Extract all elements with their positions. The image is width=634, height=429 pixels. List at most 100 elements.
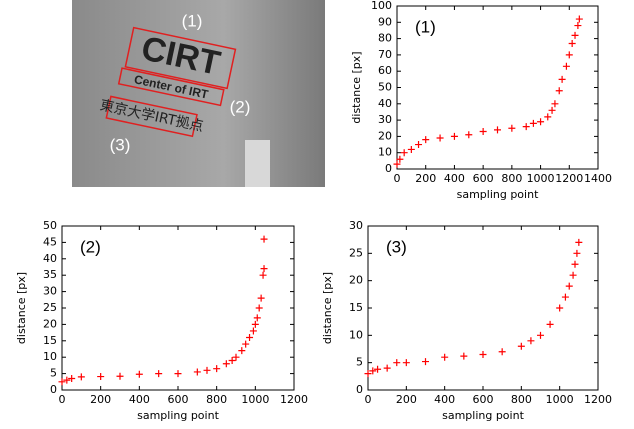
y-tick-label: 10 [349, 328, 363, 341]
photo: CIRT Center of IRT 東京大学IRT拠点 (1) (2) (3) [72, 0, 325, 187]
point [259, 271, 267, 279]
point [242, 340, 250, 348]
point [238, 347, 246, 355]
point [249, 327, 257, 335]
point [575, 238, 583, 246]
box-3 [105, 95, 198, 138]
point [228, 356, 236, 364]
point [573, 249, 581, 257]
point [116, 372, 124, 380]
y-tick-label: 50 [43, 219, 57, 232]
point [260, 235, 268, 243]
point [63, 376, 71, 384]
point [407, 145, 415, 153]
y-tick-label: 60 [378, 64, 392, 77]
point [253, 314, 261, 322]
point [571, 31, 579, 39]
y-tick-label: 0 [50, 383, 57, 396]
y-tick-label: 0 [385, 162, 392, 175]
point [575, 15, 583, 23]
point [393, 160, 401, 168]
photo-label: (3) [110, 135, 131, 154]
point [441, 353, 449, 361]
point [574, 22, 582, 30]
point [213, 365, 221, 373]
y-tick-label: 5 [356, 356, 363, 369]
annotation: (1) [415, 17, 436, 36]
point [537, 331, 544, 339]
point [364, 370, 372, 378]
point [97, 373, 105, 381]
x-tick-label: 400 [444, 172, 465, 185]
point [400, 149, 408, 157]
x-axis-label: sampling point [457, 188, 539, 201]
annotation: (2) [80, 237, 101, 256]
point [393, 359, 401, 367]
x-tick-label: 1000 [241, 393, 269, 406]
point [537, 118, 545, 126]
y-tick-label: 70 [378, 48, 392, 61]
y-tick-label: 45 [43, 235, 57, 248]
point [232, 353, 240, 361]
point [396, 155, 404, 163]
photo-background [72, 0, 325, 187]
point [517, 342, 525, 350]
y-tick-label: 20 [378, 129, 392, 142]
x-tick-label: 1400 [584, 172, 612, 185]
point [255, 304, 263, 312]
y-tick-label: 10 [43, 350, 57, 363]
point [544, 113, 552, 121]
point [571, 260, 579, 268]
y-tick-label: 25 [349, 246, 363, 259]
point [460, 352, 468, 360]
point [58, 378, 66, 386]
point [174, 370, 182, 378]
y-tick-label: 25 [43, 301, 57, 314]
y-tick-label: 5 [50, 367, 57, 380]
x-tick-label: 400 [434, 393, 455, 406]
point [562, 62, 570, 70]
x-tick-label: 0 [59, 393, 66, 406]
y-tick-label: 30 [349, 219, 363, 232]
point [568, 39, 576, 47]
point [569, 271, 577, 279]
x-tick-label: 0 [394, 172, 401, 185]
point [529, 119, 537, 127]
point [565, 282, 573, 290]
x-tick-label: 800 [206, 393, 227, 406]
x-tick-label: 1200 [584, 393, 612, 406]
chart: 0 200 400 600 800 1000 1200 1400010203040506070… [350, 0, 612, 201]
photo-label: (1) [182, 11, 203, 30]
box-1 [124, 26, 237, 90]
door-frame [245, 140, 270, 187]
x-tick-label: 1200 [555, 172, 583, 185]
point [548, 106, 556, 114]
point [498, 348, 506, 356]
point [436, 134, 444, 142]
y-tick-label: 15 [43, 334, 57, 347]
point [415, 141, 423, 149]
point [555, 87, 563, 95]
x-tick-label: 800 [501, 172, 522, 185]
x-tick-label: 200 [396, 393, 417, 406]
point [246, 334, 254, 342]
point [558, 75, 566, 83]
point [203, 366, 211, 374]
y-tick-label: 35 [43, 268, 57, 281]
point [251, 320, 259, 328]
point [257, 294, 265, 302]
point [422, 358, 429, 366]
point [402, 359, 410, 367]
point [527, 337, 535, 345]
y-tick-label: 30 [378, 113, 392, 126]
point [135, 370, 143, 378]
point [561, 293, 569, 301]
x-tick-label: 200 [415, 172, 436, 185]
x-tick-label: 600 [473, 393, 494, 406]
y-tick-label: 80 [378, 32, 392, 45]
point [68, 375, 76, 383]
point [155, 370, 163, 378]
point [494, 126, 501, 134]
box-2 [117, 67, 225, 107]
chart: 0 200 400 600 800 1000 12000510152025303540455… [15, 219, 308, 422]
